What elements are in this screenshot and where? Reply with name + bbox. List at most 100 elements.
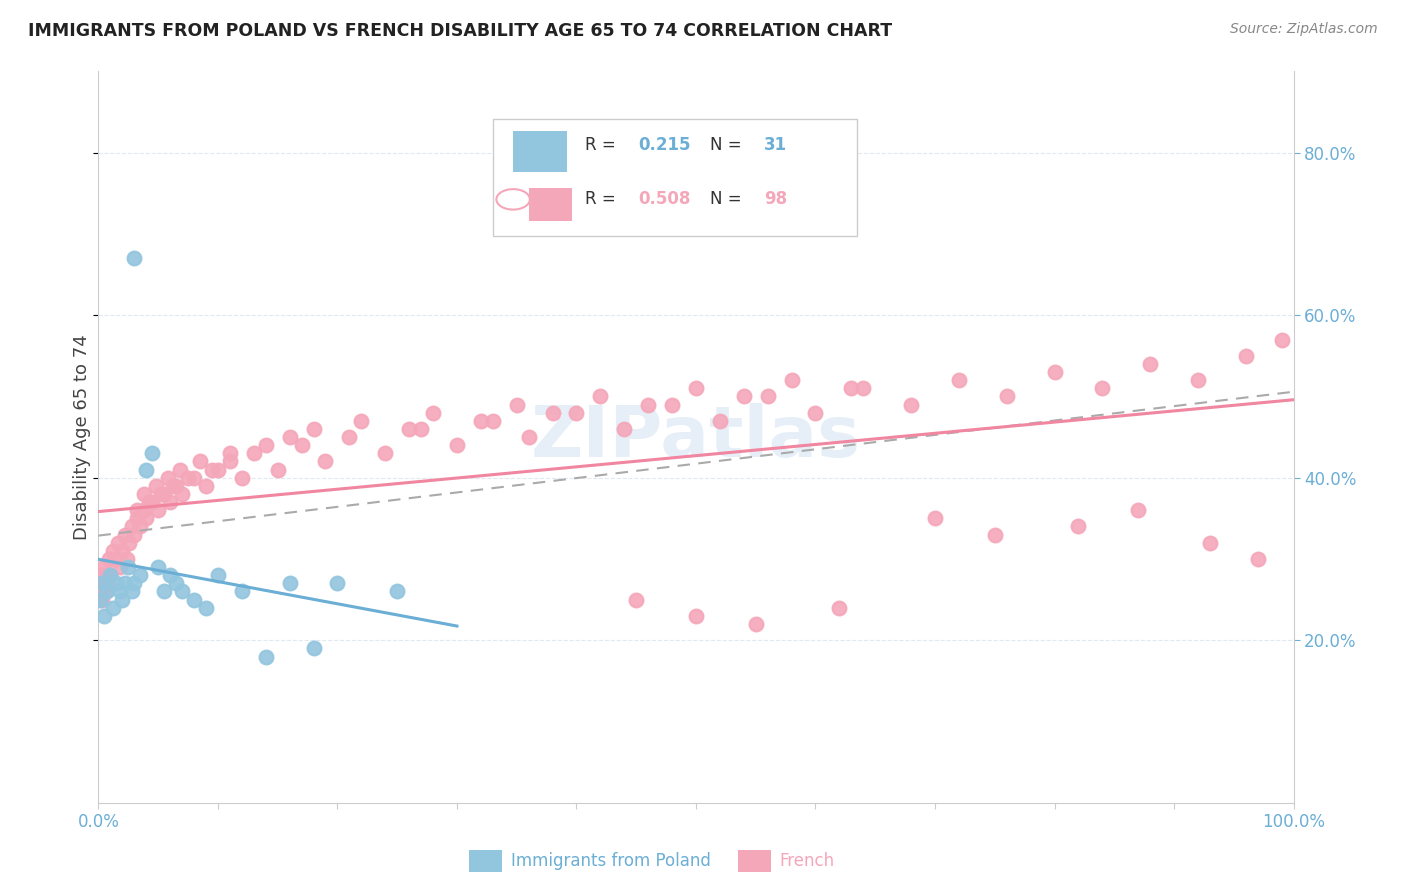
Point bbox=[231, 584, 253, 599]
Point bbox=[1067, 519, 1090, 533]
Point bbox=[93, 560, 115, 574]
Text: 98: 98 bbox=[763, 190, 787, 209]
Point bbox=[446, 438, 468, 452]
FancyBboxPatch shape bbox=[470, 850, 502, 872]
Point bbox=[841, 381, 863, 395]
Point bbox=[107, 535, 129, 549]
Point bbox=[101, 544, 124, 558]
Point bbox=[422, 406, 444, 420]
Point bbox=[243, 446, 266, 460]
Point bbox=[121, 584, 143, 599]
Point bbox=[111, 544, 134, 558]
Point bbox=[626, 592, 648, 607]
Point bbox=[685, 608, 707, 623]
Point bbox=[124, 252, 146, 266]
Point bbox=[302, 641, 325, 656]
Point bbox=[195, 479, 218, 493]
Point bbox=[1271, 333, 1294, 347]
Point bbox=[148, 560, 170, 574]
Point bbox=[90, 576, 112, 591]
Point bbox=[188, 454, 211, 468]
Point bbox=[177, 471, 200, 485]
Y-axis label: Disability Age 65 to 74: Disability Age 65 to 74 bbox=[73, 334, 91, 540]
Point bbox=[172, 584, 194, 599]
Point bbox=[141, 495, 163, 509]
Point bbox=[374, 446, 396, 460]
Point bbox=[111, 592, 134, 607]
Point bbox=[852, 381, 875, 395]
Point bbox=[302, 422, 325, 436]
Point bbox=[709, 414, 731, 428]
Point bbox=[291, 438, 314, 452]
Point bbox=[1139, 357, 1161, 371]
Point bbox=[91, 576, 114, 591]
Point bbox=[98, 568, 122, 582]
Point bbox=[254, 438, 277, 452]
Text: 0.508: 0.508 bbox=[638, 190, 690, 209]
Point bbox=[96, 568, 118, 582]
Point bbox=[1234, 349, 1257, 363]
Point bbox=[201, 462, 224, 476]
Point bbox=[637, 398, 659, 412]
Point bbox=[685, 381, 707, 395]
Point bbox=[1247, 552, 1270, 566]
FancyBboxPatch shape bbox=[529, 188, 572, 221]
Point bbox=[159, 495, 181, 509]
Point bbox=[153, 584, 176, 599]
Point bbox=[541, 406, 564, 420]
Point bbox=[219, 446, 242, 460]
Point bbox=[114, 527, 136, 541]
Point bbox=[613, 422, 636, 436]
Point bbox=[278, 576, 301, 591]
Point bbox=[207, 568, 229, 582]
Point bbox=[165, 576, 187, 591]
Point bbox=[149, 487, 172, 501]
Point bbox=[219, 454, 242, 468]
Point bbox=[924, 511, 946, 525]
Point bbox=[278, 430, 301, 444]
Point bbox=[506, 398, 529, 412]
Point bbox=[1199, 535, 1222, 549]
Point bbox=[756, 389, 779, 403]
Point bbox=[135, 462, 157, 476]
Text: Source: ZipAtlas.com: Source: ZipAtlas.com bbox=[1230, 22, 1378, 37]
Point bbox=[828, 600, 851, 615]
Point bbox=[97, 576, 120, 591]
Point bbox=[267, 462, 290, 476]
Point bbox=[121, 519, 143, 533]
Point bbox=[141, 446, 163, 460]
Point bbox=[565, 406, 588, 420]
FancyBboxPatch shape bbox=[494, 119, 858, 235]
Point bbox=[125, 503, 148, 517]
Point bbox=[315, 454, 337, 468]
Point bbox=[91, 568, 114, 582]
Point bbox=[105, 576, 128, 591]
Point bbox=[117, 560, 139, 574]
Point bbox=[96, 584, 118, 599]
Text: N =: N = bbox=[710, 136, 747, 153]
Point bbox=[118, 535, 141, 549]
Point bbox=[132, 503, 155, 517]
Point bbox=[1187, 373, 1209, 387]
Point bbox=[231, 471, 253, 485]
Point bbox=[114, 576, 136, 591]
Point bbox=[1043, 365, 1066, 379]
Point bbox=[745, 617, 768, 632]
Point bbox=[124, 527, 146, 541]
Point bbox=[129, 568, 152, 582]
Point bbox=[138, 495, 160, 509]
Point bbox=[207, 462, 229, 476]
Point bbox=[129, 519, 152, 533]
FancyBboxPatch shape bbox=[513, 130, 567, 171]
Point bbox=[172, 487, 194, 501]
Point bbox=[195, 600, 218, 615]
Point bbox=[145, 479, 167, 493]
Point bbox=[780, 373, 803, 387]
Text: 31: 31 bbox=[763, 136, 787, 153]
Point bbox=[108, 584, 131, 599]
Point bbox=[411, 422, 433, 436]
Point bbox=[89, 592, 111, 607]
Point bbox=[153, 487, 176, 501]
Point bbox=[948, 373, 970, 387]
Point bbox=[804, 406, 827, 420]
